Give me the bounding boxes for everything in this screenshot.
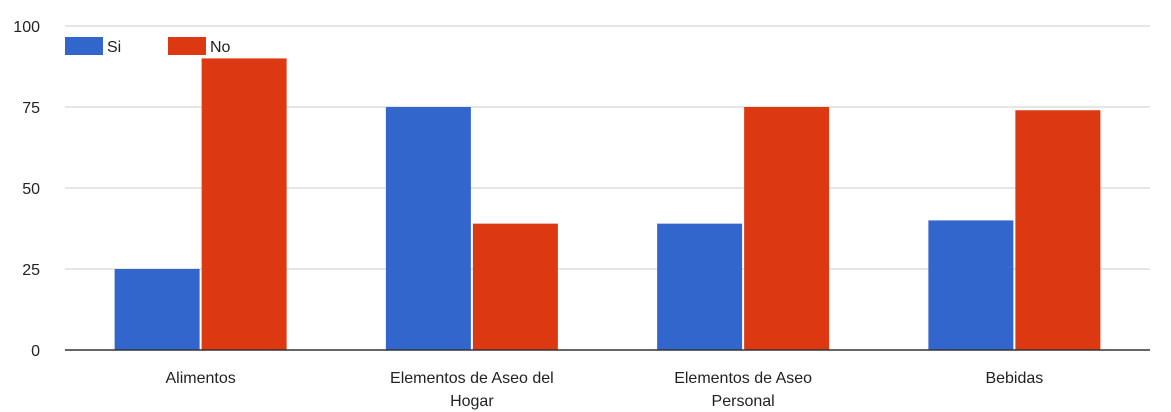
legend-swatch-no bbox=[168, 37, 206, 55]
x-tick-label-line: Hogar bbox=[450, 393, 494, 410]
legend: Si No bbox=[65, 37, 231, 56]
y-tick-label: 75 bbox=[22, 100, 40, 117]
bar-no-3 bbox=[1015, 110, 1101, 351]
bar-si-2 bbox=[657, 223, 743, 350]
bar-si-1 bbox=[385, 107, 471, 350]
bar-no-1 bbox=[472, 223, 558, 350]
x-tick-label: Bebidas bbox=[985, 370, 1043, 387]
bar-si-3 bbox=[928, 220, 1014, 350]
x-tick-label-line: Personal bbox=[712, 393, 775, 410]
x-tick-label: Elementos de Aseo del Hogar bbox=[390, 370, 554, 410]
x-tick-label-line: Bebidas bbox=[985, 370, 1043, 387]
axes: 0 25 50 75 100 Alimentos Elementos de Aseo del… bbox=[13, 19, 1150, 410]
bar-si-0 bbox=[114, 269, 200, 350]
legend-label-si: Si bbox=[107, 39, 121, 56]
legend-swatch-si bbox=[65, 37, 103, 55]
legend-label-no: No bbox=[210, 39, 231, 56]
x-tick-label: Elementos de Aseo Personal bbox=[674, 370, 812, 410]
bar-no-0 bbox=[201, 58, 287, 351]
x-tick-label-line: Elementos de Aseo bbox=[674, 370, 812, 387]
bar-no-2 bbox=[744, 107, 830, 350]
y-tick-label: 50 bbox=[22, 181, 40, 198]
y-tick-label: 0 bbox=[31, 343, 40, 360]
bars bbox=[114, 58, 1101, 351]
y-tick-label: 25 bbox=[22, 262, 40, 279]
x-tick-label-line: Alimentos bbox=[166, 370, 236, 387]
x-tick-label-line: Elementos de Aseo del bbox=[390, 370, 554, 387]
x-tick-label: Alimentos bbox=[166, 370, 236, 387]
y-tick-label: 100 bbox=[13, 19, 40, 36]
